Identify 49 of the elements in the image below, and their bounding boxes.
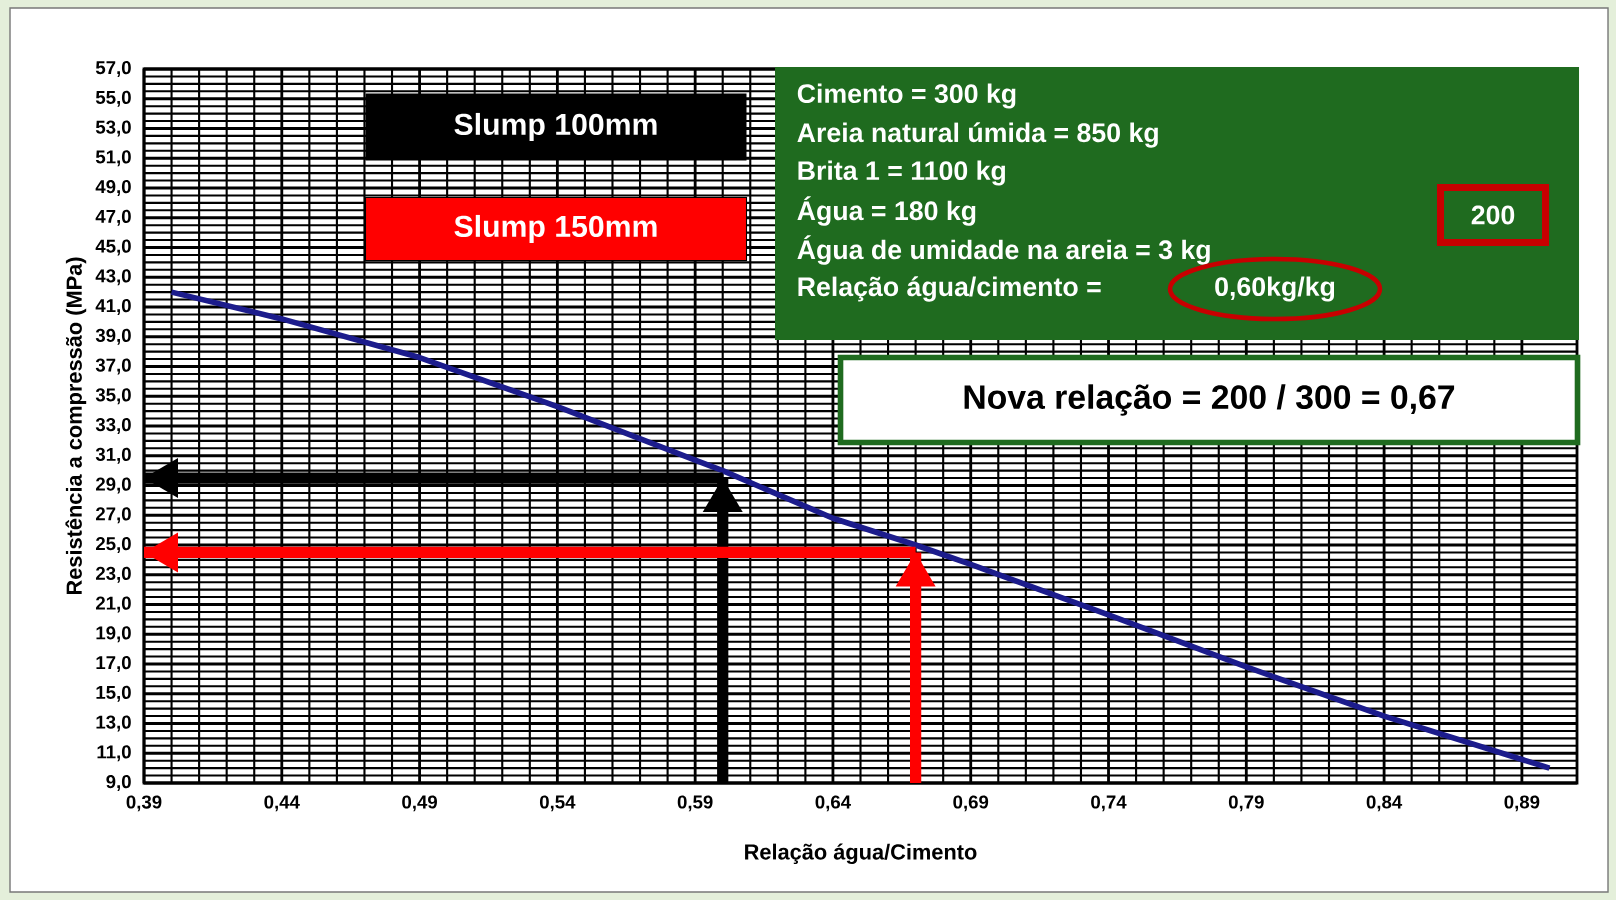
- y-tick-label: 23,0: [95, 566, 131, 583]
- x-tick-label: 0,49: [402, 795, 437, 812]
- annotation: Água de umidade na areia = 3 kg: [797, 235, 1210, 265]
- annotation: 200: [1471, 205, 1515, 225]
- y-tick-label: 29,0: [95, 477, 131, 494]
- y-tick-label: 27,0: [95, 507, 131, 524]
- y-tick-label: 51,0: [95, 150, 131, 167]
- x-tick-label: 0,59: [677, 795, 713, 812]
- annotation: Slump 150mm: [454, 214, 657, 244]
- annotation: Nova relação = 200 / 300 = 0,67: [964, 384, 1455, 416]
- y-tick-label: 43,0: [95, 269, 131, 286]
- x-tick-label: 0,84: [1366, 795, 1403, 812]
- annotation: Cimento = 300 kg: [797, 83, 1016, 109]
- y-tick-label: 31,0: [95, 447, 131, 464]
- y-tick-label: 25,0: [95, 537, 131, 553]
- y-tick-label: 35,0: [95, 388, 131, 405]
- y-tick-label: 15,0: [96, 685, 131, 702]
- y-tick-label: 9,0: [106, 775, 131, 791]
- x-tick-label: 0,44: [264, 795, 300, 812]
- x-tick-label: 0,54: [539, 795, 576, 812]
- y-tick-label: 55,0: [95, 90, 131, 107]
- y-tick-label: 33,0: [95, 418, 131, 434]
- y-tick-label: 37,0: [95, 358, 131, 375]
- y-tick-label: 13,0: [96, 715, 131, 732]
- x-tick-label: 0,89: [1504, 795, 1540, 812]
- y-tick-label: 41,0: [95, 299, 131, 315]
- annotation: Relação água/cimento =: [798, 276, 1101, 302]
- x-tick-label: 0,39: [126, 795, 162, 812]
- y-tick-label: 57,0: [95, 61, 131, 77]
- y-tick-label: 49,0: [95, 180, 131, 196]
- y-tick-label: 47,0: [95, 209, 131, 226]
- x-tick-label: 0,74: [1091, 795, 1127, 812]
- annotation: Água = 180 kg: [797, 196, 976, 226]
- annotation: Brita 1 = 1100 kg: [798, 160, 1006, 186]
- annotation: Slump 100mm: [454, 112, 657, 142]
- y-tick-label: 17,0: [96, 656, 131, 672]
- y-tick-label: 19,0: [96, 626, 131, 643]
- x-axis-title: Relação água/Cimento: [745, 843, 977, 865]
- y-tick-label: 53,0: [95, 120, 131, 137]
- annotation: Areia natural úmida = 850 kg: [797, 122, 1158, 148]
- x-tick-label: 0,79: [1228, 795, 1264, 812]
- x-tick-label: 0,69: [953, 795, 989, 812]
- y-tick-label: 11,0: [97, 745, 131, 762]
- y-tick-label: 45,0: [95, 239, 131, 256]
- annotation: 0,60kg/kg: [1215, 276, 1335, 302]
- y-axis-title: Resistência a compressão (MPa): [65, 257, 87, 595]
- y-tick-label: 21,0: [95, 596, 131, 613]
- y-tick-label: 39,0: [95, 328, 131, 345]
- x-tick-label: 0,64: [815, 795, 851, 812]
